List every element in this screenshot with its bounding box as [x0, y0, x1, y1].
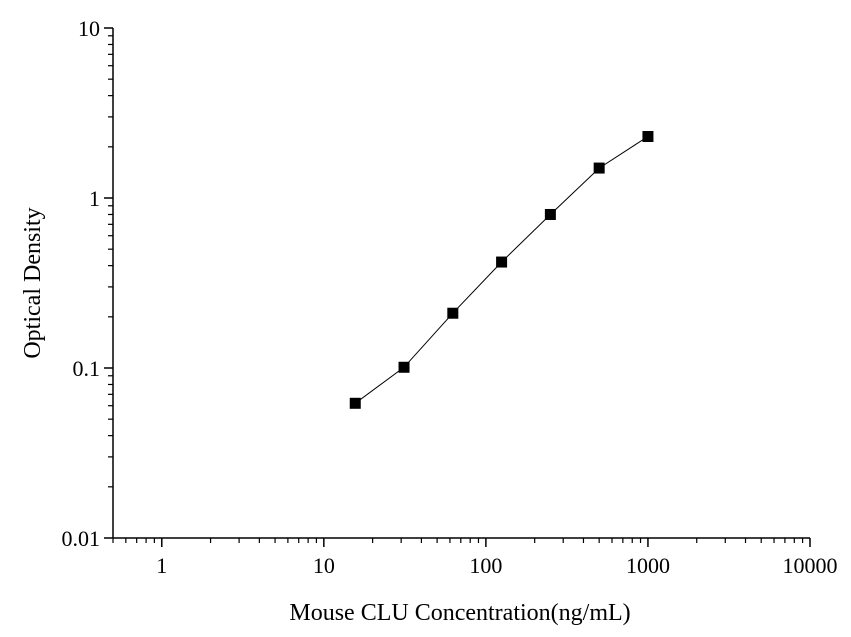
- x-axis-title: Mouse CLU Concentration(ng/mL): [289, 600, 630, 626]
- data-point: [398, 361, 410, 373]
- x-tick-label: 100: [469, 553, 502, 578]
- ticks: [104, 27, 811, 547]
- tick-labels: 1 10 100 1000 10000 0.01 0.1 1 10: [62, 16, 838, 578]
- data-point: [447, 307, 459, 319]
- y-axis-title: Optical Density: [20, 207, 46, 358]
- y-tick-label: 0.1: [73, 356, 101, 381]
- axes: [112, 28, 810, 539]
- data-series: [349, 131, 654, 409]
- data-point: [349, 397, 361, 409]
- y-tick-label: 0.01: [62, 526, 101, 551]
- x-tick-label: 1: [156, 553, 167, 578]
- data-point: [496, 256, 508, 268]
- x-tick-label: 10000: [783, 553, 838, 578]
- data-point: [544, 208, 556, 220]
- x-tick-label: 1000: [626, 553, 670, 578]
- data-point: [593, 162, 605, 174]
- y-tick-label: 1: [89, 186, 100, 211]
- data-point: [642, 131, 654, 143]
- x-tick-label: 10: [313, 553, 335, 578]
- y-tick-label: 10: [78, 16, 100, 41]
